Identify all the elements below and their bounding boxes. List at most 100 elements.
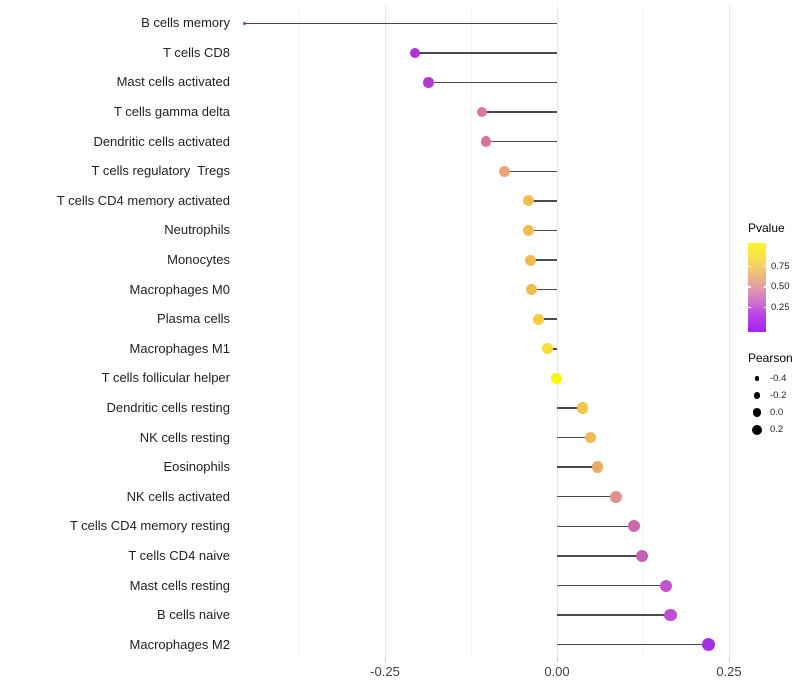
category-label: NK cells activated <box>126 488 230 504</box>
lollipop-stem <box>482 111 557 113</box>
y-axis-labels: B cells memory T cells CD8 Mast cells acti… <box>0 6 230 658</box>
pearson-size-key-dot <box>752 408 762 417</box>
pearson-size-key-dot <box>754 376 760 381</box>
lollipop-stem <box>528 229 557 232</box>
lollipop-stem <box>538 318 557 320</box>
category-label: T cells CD4 naive <box>128 547 230 563</box>
category-label: T cells CD8 <box>163 44 230 60</box>
pearson-size-key-label: -0.4 <box>770 372 787 384</box>
pearson-size-key-label: -0.2 <box>770 389 787 401</box>
pearson-size-key-label: 0.2 <box>770 423 784 435</box>
lollipop-dot <box>523 195 535 207</box>
x-axis-tick <box>729 658 730 662</box>
pearson-legend-title: Pearson <box>748 351 793 365</box>
pearson-size-key-dot <box>753 392 761 399</box>
lollipop-dot <box>664 608 677 622</box>
lollipop-stem <box>557 466 598 468</box>
lollipop-stem <box>528 200 557 202</box>
lollipop-stem <box>557 407 583 409</box>
category-label: NK cells resting <box>139 429 230 445</box>
pearson-size-key-label: 0.0 <box>770 406 784 418</box>
lollipop-dot <box>541 343 553 355</box>
colorbar-tick-mark <box>748 265 751 268</box>
lollipop-stem <box>414 52 557 54</box>
x-axis-tick <box>385 658 386 662</box>
category-label: Dendritic cells activated <box>93 133 230 149</box>
category-label: T cells CD4 memory activated <box>56 192 230 208</box>
lollipop-dot <box>550 372 562 384</box>
lollipop-stem <box>557 643 709 646</box>
x-axis-tick <box>557 658 558 662</box>
category-label: Mast cells resting <box>129 577 230 593</box>
lollipop-stem <box>486 140 557 143</box>
major-gridline <box>729 6 730 658</box>
minor-gridline <box>299 6 300 658</box>
lollipop-stem <box>557 436 591 439</box>
lollipop-stem <box>557 495 617 498</box>
category-label: Eosinophils <box>163 459 231 475</box>
colorbar-tick-mark <box>748 286 751 288</box>
category-label: B cells naive <box>157 607 230 623</box>
lollipop-dot <box>576 402 589 414</box>
lollipop-stem <box>244 22 557 25</box>
category-label: Dendritic cells resting <box>106 399 230 415</box>
lollipop-dot <box>523 224 535 236</box>
lollipop-stem <box>531 288 557 291</box>
lollipop-stem <box>530 259 557 261</box>
category-label: Macrophages M1 <box>129 340 230 356</box>
lollipop-stem <box>557 614 671 616</box>
x-axis-tick-label: 0.00 <box>544 664 570 679</box>
colorbar-tick-mark <box>763 265 766 268</box>
lollipop-stem <box>557 584 666 587</box>
legend-column: Pvalue 0.75 0.50 0.25 Pearson -0.4 -0.2 0.0 0… <box>742 0 800 700</box>
plot-panel <box>238 6 744 658</box>
colorbar-tick-mark <box>748 306 751 309</box>
category-label: T cells follicular helper <box>101 370 230 386</box>
category-label: B cells memory <box>141 15 230 31</box>
pearson-size-key-dot <box>752 424 762 435</box>
pvalue-tick-label: 0.50 <box>771 281 790 292</box>
category-label: Macrophages M0 <box>129 281 230 297</box>
pvalue-tick-label: 0.25 <box>771 301 790 313</box>
category-label: Macrophages M2 <box>129 636 230 652</box>
pvalue-gradient-bar <box>748 243 766 332</box>
pvalue-tick-label: 0.75 <box>771 260 790 272</box>
lollipop-dot <box>659 579 672 592</box>
lollipop-stem <box>428 81 557 84</box>
x-axis-tick-label: -0.25 <box>370 664 400 679</box>
lollipop-stem <box>504 170 557 172</box>
lollipop-dot <box>591 461 604 473</box>
category-label: T cells gamma delta <box>113 104 230 120</box>
category-label: Neutrophils <box>164 222 230 238</box>
lollipop-dot <box>499 165 511 177</box>
lollipop-stem <box>557 525 635 528</box>
category-label: Monocytes <box>167 252 230 268</box>
lollipop-dot <box>532 313 544 325</box>
minor-gridline <box>643 6 644 658</box>
colorbar-tick-mark <box>763 286 766 288</box>
major-gridline <box>385 6 386 658</box>
lollipop-dot <box>423 77 434 88</box>
lollipop-dot <box>701 637 716 652</box>
category-label: Plasma cells <box>157 311 230 327</box>
lollipop-dot <box>242 21 247 26</box>
pvalue-legend-title: Pvalue <box>748 221 785 235</box>
lollipop-dot <box>480 136 492 147</box>
category-label: Mast cells activated <box>116 74 230 90</box>
lollipop-stem <box>557 555 642 557</box>
x-axis-tick-label: 0.25 <box>716 664 742 679</box>
category-label: T cells CD4 memory resting <box>69 518 230 534</box>
lollipop-dot <box>526 284 538 296</box>
lollipop-dot <box>635 549 648 562</box>
lollipop-dot <box>610 490 623 503</box>
lollipop-dot <box>525 254 537 266</box>
category-label: T cells regulatory Tregs <box>91 163 230 179</box>
colorbar-tick-mark <box>763 306 766 309</box>
major-gridline <box>557 6 558 658</box>
lollipop-dot <box>409 47 420 58</box>
lollipop-dot <box>628 520 641 533</box>
lollipop-dot <box>584 431 597 444</box>
lollipop-dot <box>476 106 488 118</box>
minor-gridline <box>471 6 472 658</box>
